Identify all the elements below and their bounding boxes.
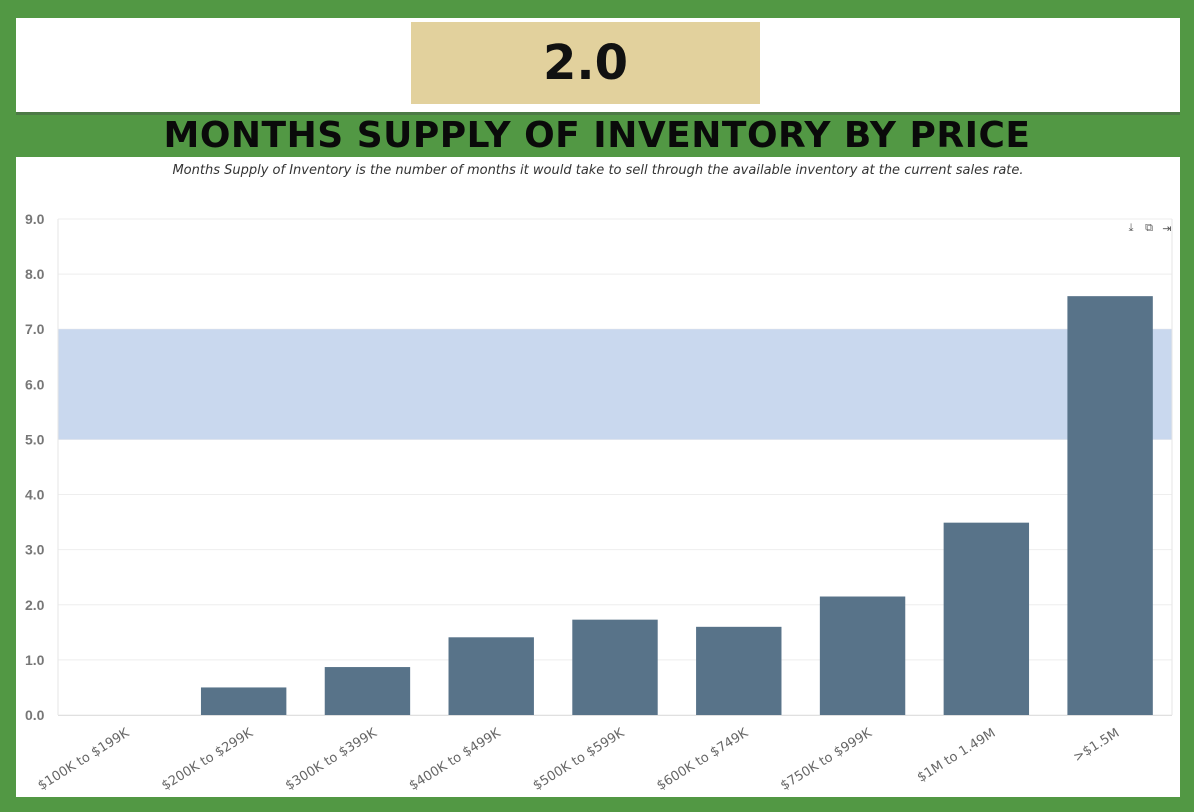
bar — [696, 626, 782, 715]
x-tick-label: $600K to $749K — [654, 725, 751, 793]
x-tick-label: $100K to $199K — [35, 725, 132, 793]
y-tick-label: 0.0 — [25, 707, 45, 723]
y-tick-label: 1.0 — [25, 652, 45, 668]
bar — [200, 687, 287, 715]
x-tick-label: $300K to $399K — [283, 725, 380, 793]
y-tick-label: 2.0 — [25, 597, 45, 613]
x-tick-label: $1M to 1.49M — [915, 726, 999, 786]
chart-toolbar: ⤓ ⧉ ⇥ — [1124, 221, 1174, 235]
y-tick-label: 9.0 — [25, 211, 45, 227]
y-tick-label: 4.0 — [25, 487, 45, 503]
y-tick-label: 5.0 — [25, 431, 45, 447]
export-icon[interactable]: ⇥ — [1162, 221, 1172, 235]
y-tick-label: 7.0 — [25, 321, 45, 337]
chart-subtitle: Months Supply of Inventory is the number… — [172, 163, 1024, 178]
y-tick-label: 8.0 — [25, 266, 45, 282]
header-divider — [16, 112, 1180, 115]
x-tick-label: $400K to $499K — [407, 725, 504, 793]
y-tick-label: 3.0 — [25, 542, 45, 558]
months-supply-stat-box: 2.0 — [411, 22, 760, 104]
bar — [1067, 296, 1153, 715]
months-supply-value: 2.0 — [542, 35, 629, 91]
bar — [324, 667, 411, 715]
bar — [448, 637, 534, 715]
bottom-border — [0, 797, 1194, 812]
x-tick-label: $750K to $999K — [778, 725, 875, 793]
x-tick-label: $200K to $299K — [159, 725, 256, 793]
chart-title: MONTHS SUPPLY OF INVENTORY BY PRICE — [163, 115, 1031, 156]
bar — [819, 596, 906, 715]
y-tick-label: 6.0 — [25, 376, 45, 392]
copy-icon[interactable]: ⧉ — [1145, 221, 1153, 234]
target-range-band — [58, 329, 1172, 440]
download-icon[interactable]: ⤓ — [1128, 221, 1134, 234]
x-tick-label: >$1.5M — [1071, 726, 1122, 766]
bar — [572, 619, 658, 715]
bar — [943, 522, 1030, 715]
x-tick-label: $500K to $599K — [531, 725, 628, 793]
